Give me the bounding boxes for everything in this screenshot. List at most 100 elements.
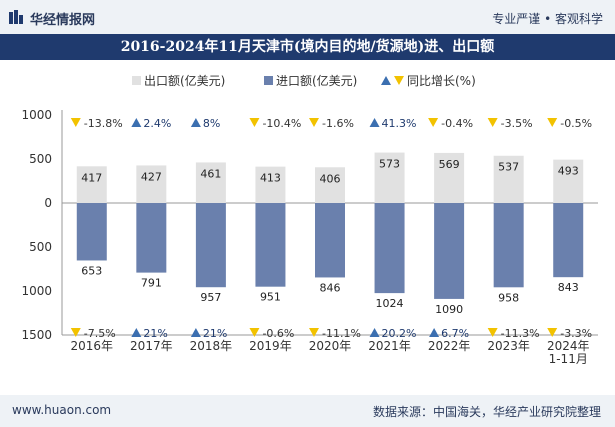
import-growth-label: -7.5% <box>84 327 116 340</box>
import-value-label: 1024 <box>376 297 404 310</box>
export-bar <box>76 166 107 203</box>
x-tick-label: 2022年 <box>428 339 471 353</box>
export-growth-down-icon <box>487 118 498 127</box>
import-bar <box>76 203 107 261</box>
legend-export-swatch <box>132 76 141 85</box>
import-growth-up-icon <box>369 328 380 337</box>
y-tick-label: 500 <box>29 240 52 254</box>
chart-title: 2016-2024年11月天津市(境内目的地/货源地)进、出口额 <box>120 39 495 55</box>
import-value-label: 843 <box>558 281 579 294</box>
import-growth-label: 21% <box>143 327 167 340</box>
x-tick-label: 2021年 <box>368 339 411 353</box>
import-bar <box>374 203 405 294</box>
x-tick-label: 2020年 <box>309 339 352 353</box>
import-growth-label: 20.2% <box>382 327 417 340</box>
import-value-label: 846 <box>320 281 341 294</box>
export-value-label: 493 <box>558 165 579 178</box>
logo-icon <box>9 10 23 24</box>
legend-growth-up-icon <box>381 76 391 85</box>
import-bar <box>255 203 286 287</box>
export-growth-label: -0.5% <box>560 117 592 130</box>
chart-svg: 出口额(亿美元) 进口额(亿美元) 同比增长(%) 1000 500 0 500 1000 15… <box>21 73 598 366</box>
data-source: 数据来源：中国海关，华经产业研究院整理 <box>372 405 601 419</box>
legend-growth-down-icon <box>394 76 404 85</box>
export-growth-down-icon <box>428 118 439 127</box>
legend-growth-label: 同比增长(%) <box>407 74 476 88</box>
export-growth-down-icon <box>309 118 319 127</box>
export-bar <box>255 166 286 203</box>
legend-export-label: 出口额(亿美元) <box>144 73 225 88</box>
export-growth-down-icon <box>547 118 558 127</box>
import-bar <box>553 203 584 278</box>
export-bar <box>434 152 465 203</box>
import-growth-label: 6.7% <box>441 327 469 340</box>
import-bar <box>434 203 465 299</box>
x-tick-label: 2016年 <box>71 339 114 353</box>
export-value-label: 427 <box>141 170 162 183</box>
bottom-bar: www.huaon.com 数据来源：中国海关，华经产业研究院整理 <box>0 395 615 427</box>
y-tick-label: 0 <box>44 196 52 210</box>
export-growth-label: 41.3% <box>382 117 417 130</box>
export-growth-up-icon <box>190 118 201 127</box>
import-growth-up-icon <box>190 328 201 337</box>
import-growth-up-icon <box>429 328 440 337</box>
import-growth-label: -11.3% <box>501 327 540 340</box>
legend-import-label: 进口额(亿美元) <box>276 73 357 88</box>
export-value-label: 569 <box>439 158 460 171</box>
export-growth-up-icon <box>369 118 380 127</box>
import-bar <box>195 203 226 288</box>
x-tick-label: 2018年 <box>190 339 233 353</box>
import-value-label: 958 <box>498 291 519 304</box>
export-growth-label: -3.5% <box>501 117 533 130</box>
export-growth-label: -13.8% <box>84 117 123 130</box>
x-tick-label: 2023年 <box>487 339 530 353</box>
export-value-label: 461 <box>200 167 221 180</box>
import-growth-label: -11.1% <box>322 327 361 340</box>
import-value-label: 1090 <box>435 303 463 316</box>
import-growth-label: -3.3% <box>560 327 592 340</box>
export-bar <box>136 165 167 203</box>
export-bar <box>195 162 226 203</box>
import-value-label: 957 <box>200 291 221 304</box>
export-growth-down-icon <box>249 118 260 127</box>
export-value-label: 537 <box>498 161 519 174</box>
export-bar <box>553 159 584 203</box>
import-growth-label: 21% <box>203 327 227 340</box>
x-tick-label: 2024年 <box>547 339 590 353</box>
import-growth-label: -0.6% <box>262 327 294 340</box>
export-value-label: 406 <box>320 172 341 185</box>
import-growth-down-icon <box>487 328 498 337</box>
y-tick-label: 500 <box>29 152 52 166</box>
chart-area: 出口额(亿美元) 进口额(亿美元) 同比增长(%) 1000 500 0 500 1000 15… <box>0 60 615 395</box>
export-growth-label: -1.6% <box>322 117 354 130</box>
import-growth-down-icon <box>547 328 558 337</box>
import-value-label: 951 <box>260 291 281 304</box>
export-value-label: 573 <box>379 158 400 171</box>
export-growth-label: -0.4% <box>441 117 473 130</box>
top-bar: 华经情报网 专业严谨 • 客观科学 <box>0 0 615 34</box>
y-tick-label: 1500 <box>21 328 52 342</box>
export-bar <box>374 152 405 203</box>
import-value-label: 653 <box>81 264 102 277</box>
import-growth-down-icon <box>70 328 81 337</box>
x-tick-label: 2019年 <box>249 339 292 353</box>
export-growth-down-icon <box>70 118 81 127</box>
x-tick-label: 2017年 <box>130 339 173 353</box>
import-bar <box>136 203 167 273</box>
export-growth-label: 8% <box>203 117 220 130</box>
x-tick-label: 1-11月 <box>549 352 588 366</box>
import-growth-down-icon <box>249 328 260 337</box>
import-value-label: 791 <box>141 277 162 290</box>
slogan: 专业严谨 • 客观科学 <box>492 12 603 26</box>
export-value-label: 417 <box>81 171 102 184</box>
y-tick-label: 1000 <box>21 108 52 122</box>
export-value-label: 413 <box>260 172 281 185</box>
export-growth-up-icon <box>131 118 142 127</box>
export-growth-label: 2.4% <box>143 117 171 130</box>
legend-import-swatch <box>264 76 273 85</box>
import-growth-down-icon <box>309 328 319 337</box>
import-bar <box>315 203 345 278</box>
export-bar <box>493 155 524 203</box>
website-link[interactable]: www.huaon.com <box>12 403 112 417</box>
